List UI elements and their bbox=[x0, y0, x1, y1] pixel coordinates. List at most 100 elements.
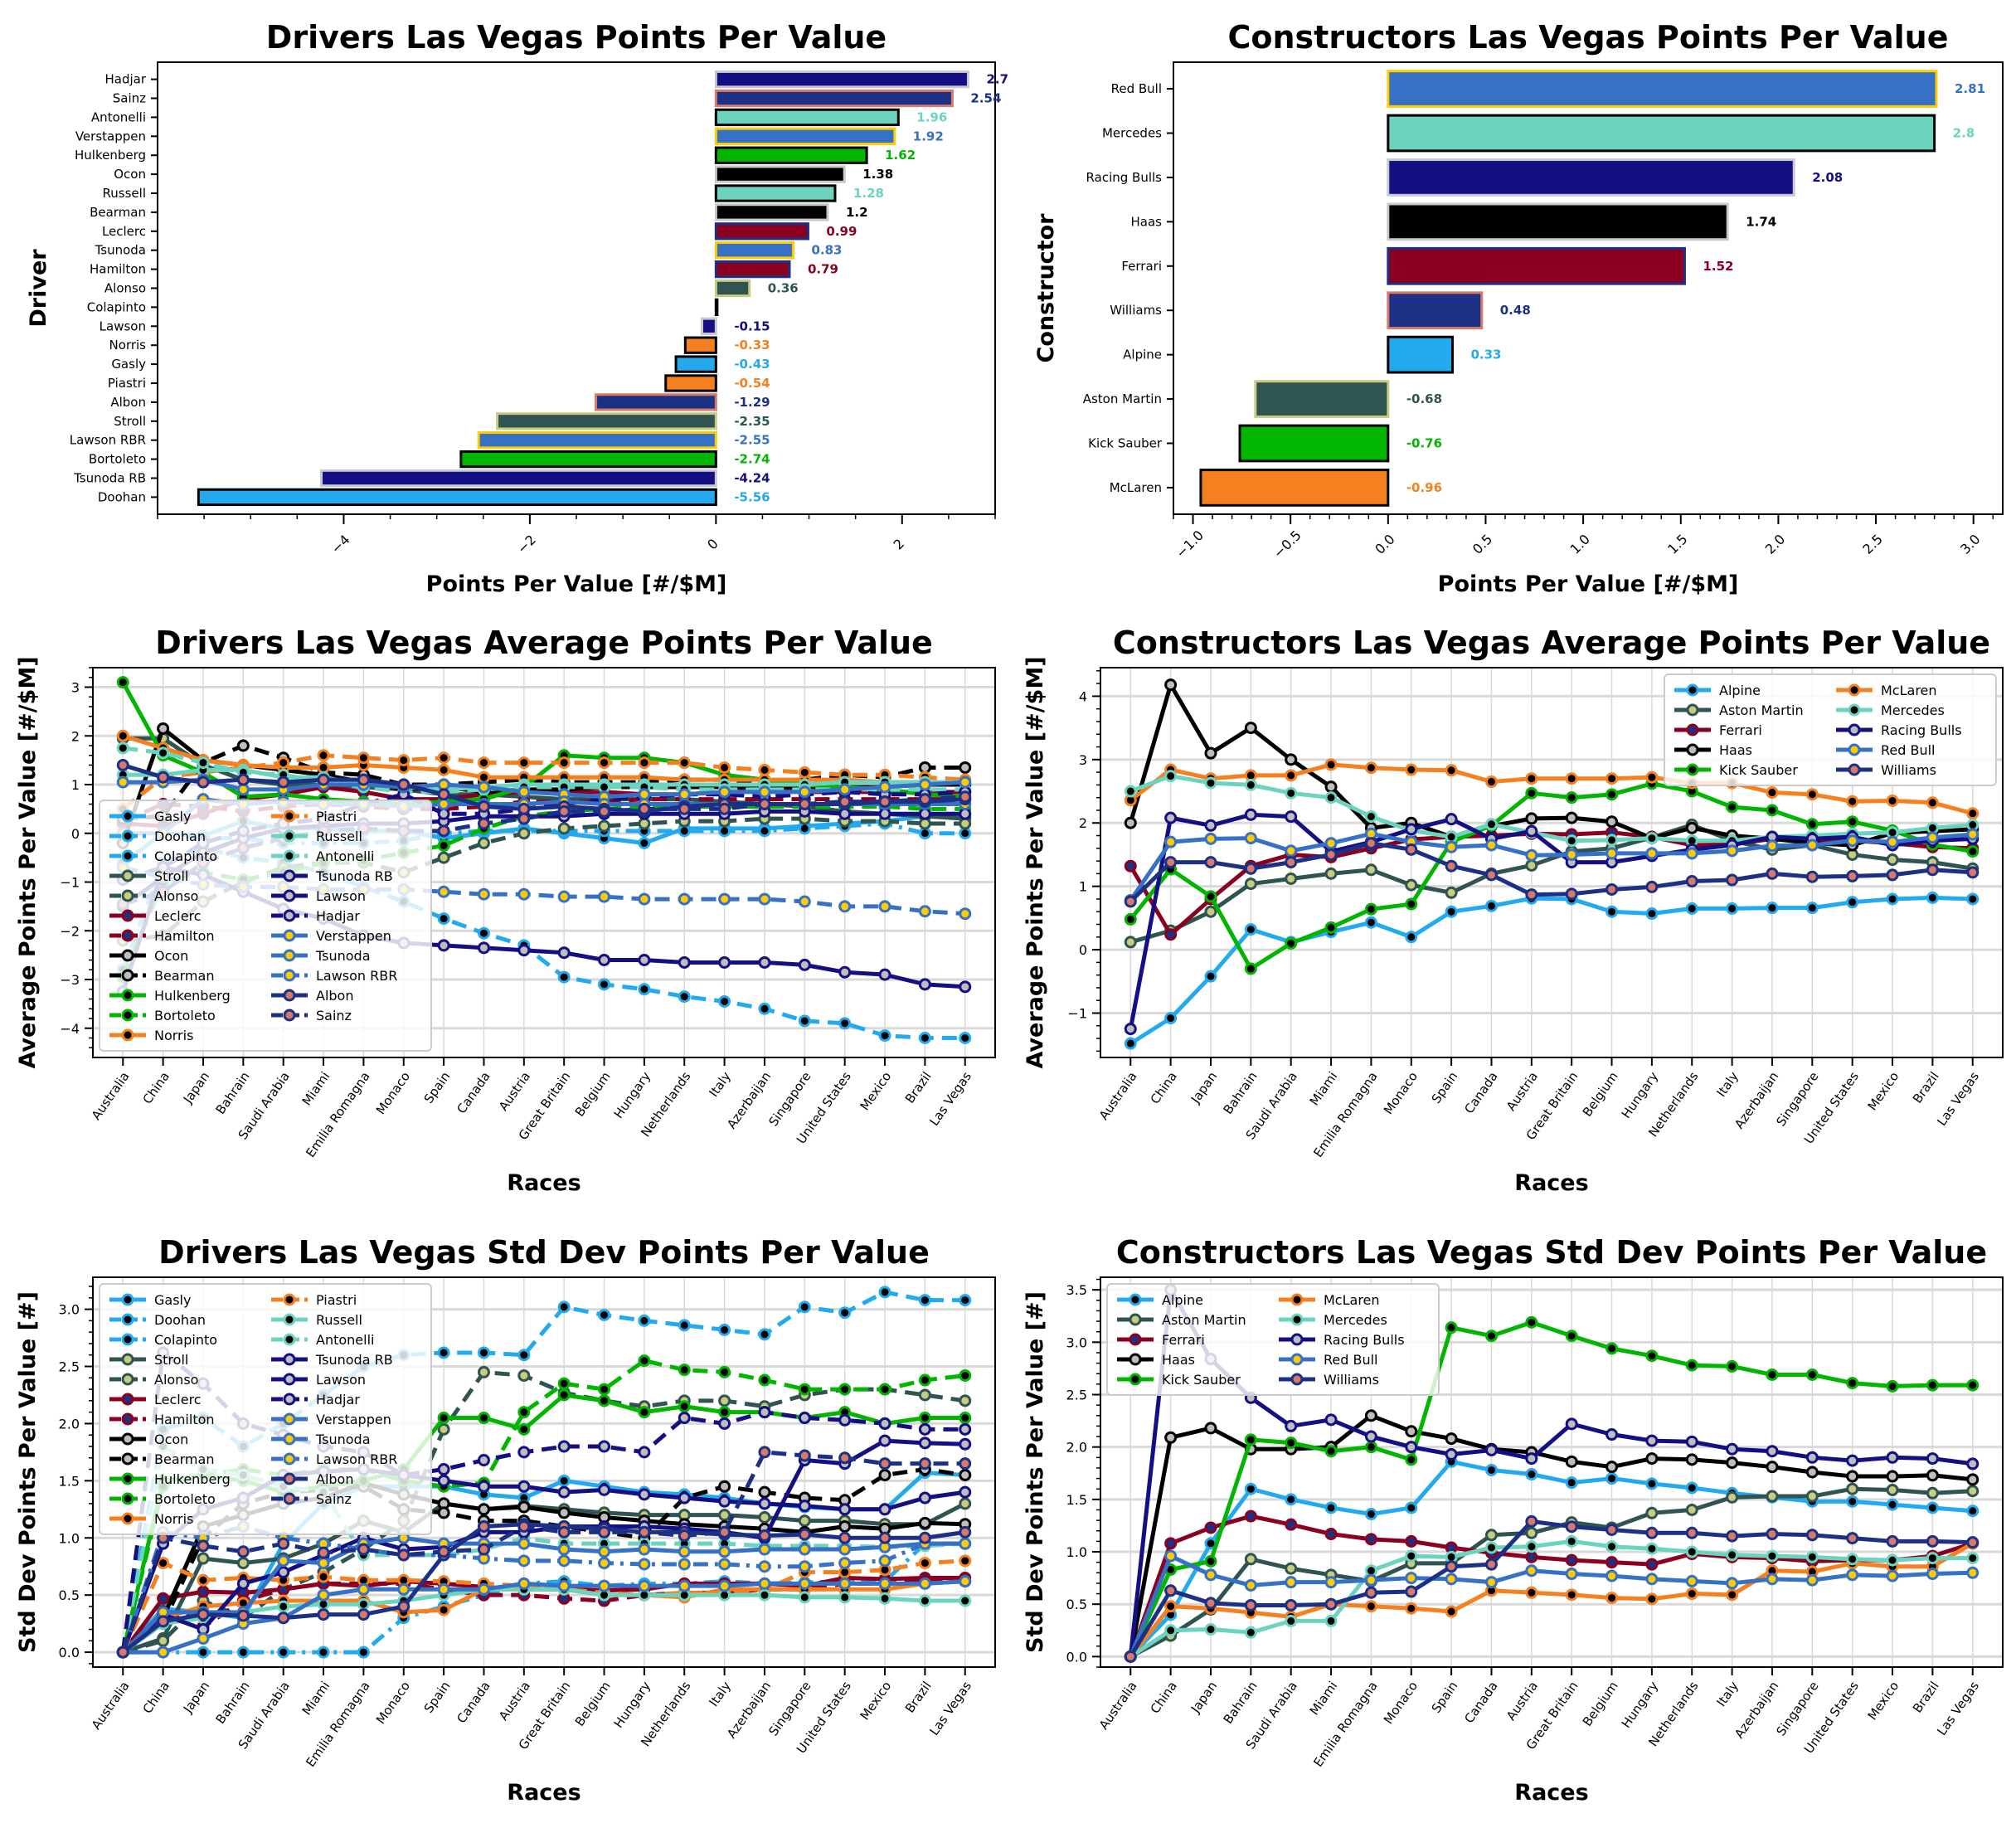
data-point bbox=[477, 780, 490, 794]
data-point bbox=[838, 1519, 852, 1533]
data-point bbox=[959, 1497, 972, 1510]
data-point bbox=[798, 1449, 811, 1462]
plot-frame bbox=[92, 1276, 996, 1668]
y-tick-label: Lawson RBR bbox=[70, 433, 146, 448]
data-point bbox=[959, 1412, 972, 1425]
data-point bbox=[1445, 813, 1458, 826]
data-point bbox=[157, 722, 170, 735]
x-tick-label: Spain bbox=[421, 1679, 454, 1716]
data-point bbox=[878, 1383, 891, 1396]
data-point bbox=[1164, 1584, 1178, 1597]
data-point bbox=[1565, 1553, 1578, 1567]
x-tick-label: 1.5 bbox=[1664, 531, 1690, 557]
data-point bbox=[517, 1537, 531, 1550]
legend-label: Ferrari bbox=[1162, 1332, 1205, 1348]
data-point bbox=[1926, 891, 1939, 904]
data-point bbox=[1405, 763, 1418, 776]
data-point bbox=[918, 778, 931, 791]
data-point bbox=[1565, 834, 1578, 848]
data-point bbox=[638, 817, 651, 830]
legend-swatch-marker bbox=[1848, 683, 1861, 697]
legend-label: Tsunoda bbox=[315, 948, 371, 964]
bar bbox=[1387, 335, 1454, 374]
data-point bbox=[197, 1552, 210, 1565]
data-point bbox=[116, 741, 129, 755]
data-point bbox=[638, 788, 651, 801]
data-point bbox=[918, 761, 931, 774]
data-point bbox=[1204, 970, 1217, 983]
data-point bbox=[918, 905, 931, 918]
data-point bbox=[1685, 847, 1698, 860]
data-point bbox=[1926, 863, 1939, 877]
data-point bbox=[1805, 788, 1819, 801]
data-point bbox=[277, 1612, 290, 1625]
data-point bbox=[758, 1446, 771, 1459]
y-tick-label: 0 bbox=[1079, 942, 1087, 958]
data-point bbox=[1204, 1568, 1217, 1582]
data-point bbox=[1685, 1574, 1698, 1587]
series-line-colapinto bbox=[123, 1541, 965, 1655]
y-tick-label: 0.5 bbox=[1066, 1597, 1087, 1612]
series-line-kick-sauber bbox=[1128, 1320, 1973, 1658]
data-point bbox=[1324, 1576, 1338, 1589]
chart-title: Drivers Las Vegas Points Per Value bbox=[266, 19, 887, 56]
data-point bbox=[437, 885, 450, 898]
data-point bbox=[1926, 831, 1939, 844]
data-point bbox=[1645, 1573, 1659, 1586]
data-point bbox=[638, 802, 651, 815]
y-tick-label: 3.0 bbox=[1066, 1334, 1087, 1350]
data-point bbox=[317, 773, 330, 786]
data-point bbox=[918, 978, 931, 991]
data-point bbox=[317, 1546, 330, 1559]
x-tick-label: −4 bbox=[328, 532, 352, 557]
y-tick-label: 2 bbox=[1079, 815, 1087, 831]
data-point bbox=[157, 1615, 170, 1628]
legend-label: Leclerc bbox=[154, 908, 202, 924]
data-point bbox=[397, 1548, 410, 1562]
chart-title: Drivers Las Vegas Std Dev Points Per Val… bbox=[158, 1234, 930, 1271]
data-point bbox=[1606, 1523, 1619, 1536]
data-point bbox=[517, 1422, 531, 1436]
data-point bbox=[1606, 834, 1619, 847]
x-tick-label: Austria bbox=[1503, 1679, 1541, 1723]
data-point bbox=[1525, 812, 1538, 825]
y-tick-label: 0.0 bbox=[1066, 1649, 1087, 1665]
data-point bbox=[1966, 845, 1980, 858]
x-tick-label: Austria bbox=[1503, 1069, 1541, 1114]
data-point bbox=[197, 1632, 210, 1646]
y-tick-label: 0 bbox=[71, 826, 80, 842]
y-tick-label: Hulkenberg bbox=[75, 148, 146, 163]
legend-swatch-marker bbox=[121, 969, 134, 982]
series-line-alonso bbox=[122, 816, 965, 943]
data-point bbox=[517, 1369, 531, 1383]
legend-swatch-marker bbox=[1686, 703, 1699, 717]
data-point bbox=[678, 1400, 691, 1413]
bar bbox=[1387, 246, 1686, 285]
x-tick-label: Italy bbox=[1713, 1679, 1741, 1709]
chart-title: Drivers Las Vegas Average Points Per Val… bbox=[155, 625, 933, 661]
legend-label: Alonso bbox=[154, 1372, 198, 1388]
data-point bbox=[678, 802, 691, 815]
data-point bbox=[557, 756, 571, 770]
data-point bbox=[397, 1582, 410, 1596]
data-point bbox=[758, 1588, 771, 1602]
data-point bbox=[1445, 859, 1458, 873]
data-point bbox=[1966, 1552, 1980, 1565]
data-point bbox=[598, 819, 611, 833]
y-tick-label: Red Bull bbox=[1111, 81, 1162, 96]
data-point bbox=[517, 1480, 531, 1493]
data-point bbox=[1285, 1518, 1298, 1531]
legend-label: Norris bbox=[154, 1028, 193, 1043]
data-point bbox=[1164, 835, 1178, 848]
bar-value-label: -0.76 bbox=[1406, 436, 1442, 451]
legend-label: Doohan bbox=[154, 1312, 206, 1328]
data-point bbox=[1405, 1534, 1418, 1548]
x-tick-label: Brazil bbox=[902, 1679, 935, 1716]
data-point bbox=[397, 754, 410, 767]
data-point bbox=[1164, 811, 1178, 824]
legend-label: Hadjar bbox=[316, 908, 360, 924]
data-point bbox=[1124, 912, 1137, 926]
data-point bbox=[1805, 839, 1819, 852]
data-point bbox=[1846, 1454, 1859, 1467]
x-tick-label: 0.0 bbox=[1372, 531, 1397, 557]
